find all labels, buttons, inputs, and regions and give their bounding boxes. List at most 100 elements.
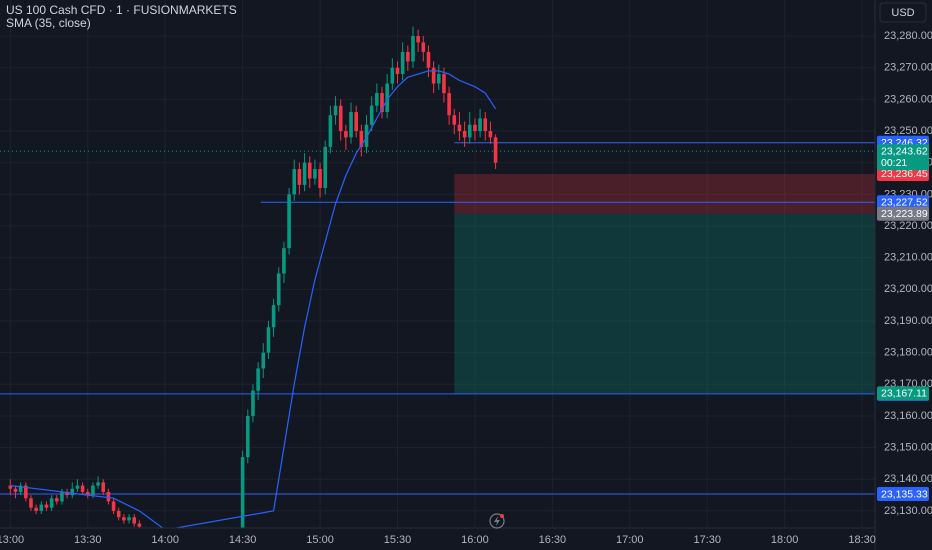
y-tick-label: 23,260.00 — [884, 93, 932, 105]
candle-body — [101, 482, 106, 492]
candle-body — [385, 83, 389, 113]
candle-body — [328, 115, 333, 147]
candle-body — [70, 488, 75, 496]
candle-body — [421, 42, 426, 52]
candle-body — [49, 498, 54, 508]
candle-body — [251, 390, 255, 416]
candle-body — [106, 491, 111, 502]
countdown: 00:21 — [881, 157, 907, 169]
candle-body — [462, 131, 467, 138]
candle-body — [276, 273, 281, 306]
candle-body — [65, 491, 69, 496]
candle-body — [127, 517, 131, 521]
candle-body — [34, 507, 38, 511]
symbol-title: US 100 Cash CFD · 1 · FUSIONMARKETS — [6, 3, 237, 17]
plot-area — [0, 26, 875, 528]
x-tick-label: 14:00 — [151, 534, 179, 546]
candle-body — [261, 352, 266, 369]
candle-body — [302, 162, 307, 185]
candle-body — [307, 162, 312, 179]
price-level-label: 23,227.52 — [881, 196, 928, 208]
candle-body — [452, 115, 457, 125]
stop-label: 23,236.45 — [881, 168, 928, 180]
candle-body — [406, 51, 410, 62]
y-tick-label: 23,210.00 — [884, 252, 932, 264]
candle-body — [359, 131, 364, 147]
candle-body — [18, 485, 23, 492]
candle-body — [344, 131, 348, 138]
currency-button[interactable] — [879, 2, 927, 23]
candle-body — [323, 146, 328, 189]
candle-body — [91, 485, 95, 496]
candle-body — [436, 74, 441, 84]
candle-body — [116, 510, 121, 518]
candle-body — [416, 36, 420, 43]
price-level-label-bg — [877, 195, 929, 210]
candle-body — [483, 118, 488, 132]
x-tick-label: 17:00 — [616, 534, 644, 546]
candle-body — [39, 504, 44, 511]
candle-body — [426, 51, 431, 68]
target-label: 23,167.11 — [881, 388, 927, 400]
entry-label: 23,223.89 — [881, 208, 928, 220]
y-tick-label: 23,190.00 — [884, 315, 932, 327]
y-tick-label: 23,270.00 — [884, 62, 932, 74]
candle-body — [400, 51, 405, 75]
y-tick-label: 23,180.00 — [884, 347, 932, 359]
candle-body — [318, 169, 322, 189]
candle-body — [411, 36, 415, 62]
indicator-legend: SMA (35, close) — [6, 16, 91, 30]
candle-body — [44, 504, 49, 508]
y-tick-label: 23,140.00 — [884, 473, 932, 485]
candle-body — [442, 74, 446, 94]
candle-body — [488, 131, 493, 138]
x-tick-label: 17:30 — [693, 534, 721, 546]
candle-body — [375, 93, 379, 106]
candle-body — [282, 248, 286, 274]
candle-body — [287, 194, 291, 249]
currency-label[interactable]: USD — [891, 7, 914, 19]
candle-body — [60, 491, 64, 502]
candle-body — [338, 105, 343, 132]
candle-body — [256, 368, 260, 391]
candle-body — [137, 523, 142, 527]
candle-body — [240, 457, 245, 528]
current-price-label: 23,243.62 — [881, 146, 928, 158]
candle-body — [122, 517, 126, 521]
x-tick-label: 18:30 — [848, 534, 876, 546]
candle-body — [395, 67, 400, 75]
candle-body — [245, 415, 250, 458]
candle-body — [24, 485, 28, 499]
stop-label-bg — [877, 166, 929, 181]
replay-icon[interactable] — [489, 513, 505, 529]
x-tick-label: 16:00 — [461, 534, 489, 546]
candle-body — [364, 124, 369, 147]
x-tick-label: 16:30 — [539, 534, 567, 546]
current-price-bg — [877, 144, 929, 171]
candle-body — [8, 485, 13, 489]
candle-body — [75, 485, 80, 489]
x-tick-label: 15:30 — [384, 534, 412, 546]
candle-body — [271, 305, 276, 328]
y-tick-label: 23,130.00 — [884, 505, 932, 517]
candle-body — [29, 498, 33, 508]
entry-label-bg — [877, 206, 929, 221]
target-label-bg — [877, 386, 929, 401]
candle-body — [431, 67, 436, 84]
y-tick-label: 23,200.00 — [884, 283, 932, 295]
price-level-label-bg — [877, 487, 929, 502]
candle-body — [478, 118, 482, 132]
candle-body — [54, 498, 59, 502]
candle-body — [493, 137, 498, 163]
candle-body — [467, 124, 472, 138]
candle-body — [349, 112, 353, 138]
candle-body — [13, 488, 18, 492]
x-tick-label: 13:30 — [74, 534, 102, 546]
candle-body — [297, 169, 302, 185]
target-zone — [454, 213, 875, 394]
x-tick-label: 13:00 — [0, 534, 24, 546]
sma-line — [10, 70, 497, 528]
candle-body — [447, 93, 451, 116]
